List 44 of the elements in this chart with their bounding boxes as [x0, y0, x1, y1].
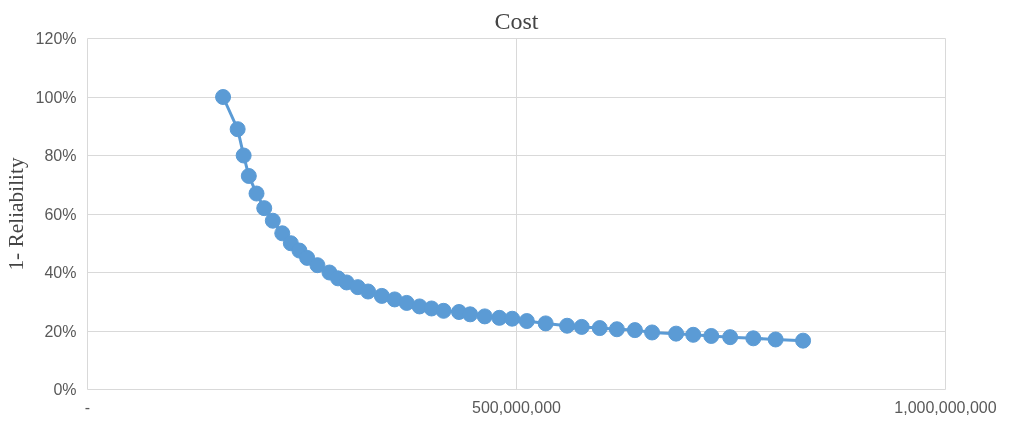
- point: [573, 318, 590, 335]
- point: [504, 310, 521, 327]
- x-tick-label: 1,000,000,000: [894, 398, 997, 416]
- point: [248, 185, 265, 202]
- point: [229, 121, 246, 138]
- point: [668, 325, 685, 342]
- point: [386, 291, 403, 308]
- point: [240, 167, 257, 184]
- point: [274, 225, 291, 242]
- point: [644, 324, 661, 341]
- point: [626, 322, 643, 339]
- point: [462, 306, 479, 323]
- chart-title: Cost: [494, 7, 539, 34]
- point: [767, 331, 784, 348]
- point: [256, 200, 273, 217]
- point: [537, 315, 554, 332]
- point: [435, 302, 452, 319]
- point: [476, 308, 493, 325]
- point: [608, 321, 625, 338]
- y-axis-title: 1- Reliability: [3, 157, 28, 271]
- y-tick-label: 60%: [44, 205, 77, 223]
- point: [559, 317, 576, 334]
- point: [795, 332, 812, 349]
- y-tick-label: 120%: [35, 30, 77, 47]
- point: [591, 320, 608, 337]
- point: [685, 326, 702, 343]
- point: [398, 294, 415, 311]
- y-tick-label: 0%: [53, 381, 77, 398]
- x-tick-label: 500,000,000: [472, 398, 562, 416]
- point: [360, 283, 377, 300]
- point: [518, 313, 535, 330]
- point: [373, 287, 390, 304]
- y-tick-label: 80%: [44, 147, 77, 164]
- point: [264, 212, 281, 229]
- point: [235, 147, 252, 164]
- point: [703, 327, 720, 344]
- y-tick-label: 40%: [44, 264, 77, 281]
- point: [722, 329, 739, 346]
- point: [745, 330, 762, 347]
- point: [309, 257, 326, 274]
- y-tick-label: 20%: [44, 322, 77, 340]
- y-tick-label: 100%: [35, 88, 77, 106]
- x-tick-label: -: [84, 398, 91, 416]
- point: [215, 89, 232, 105]
